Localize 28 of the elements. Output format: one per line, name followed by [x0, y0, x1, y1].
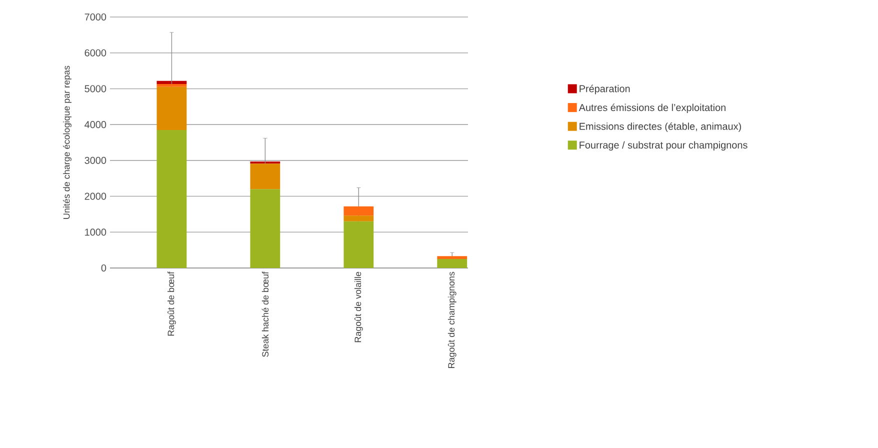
x-tick-label: Ragoût de bœuf	[167, 272, 176, 336]
y-tick-label: 0	[101, 264, 106, 272]
y-tick-label: 5000	[84, 85, 106, 92]
bar	[344, 216, 374, 222]
legend-label: Préparation	[580, 84, 630, 94]
bar	[250, 189, 280, 268]
bar	[156, 86, 187, 130]
bar	[250, 164, 280, 190]
y-tick-label: 1000	[85, 228, 106, 236]
bar	[344, 221, 374, 268]
y-tick-label: 2000	[84, 192, 106, 200]
x-tick-label: Ragoût de champignons	[448, 272, 456, 368]
y-tick-label: 6000	[84, 49, 106, 56]
bar	[156, 80, 187, 84]
bar	[344, 206, 374, 216]
bar	[156, 84, 187, 87]
y-tick-label: 4000	[84, 121, 106, 128]
bar	[437, 259, 468, 268]
x-tick-label: Ragoût de volaille	[354, 272, 363, 342]
y-tick-label: 3000	[84, 156, 106, 164]
bar	[156, 130, 187, 268]
legend-label: Fourrage / substrat pour champignons	[580, 141, 748, 151]
y-tick-label: 7000	[84, 13, 106, 21]
legend-label: Emissions directes (étable, animaux)	[580, 122, 741, 132]
y-axis-title: Unités de charge écologique par repas	[63, 66, 72, 219]
x-tick-label: Steak haché de bœuf	[262, 272, 269, 357]
bar	[437, 256, 468, 260]
legend-label: Autres émissions de l’exploitation	[578, 104, 726, 114]
